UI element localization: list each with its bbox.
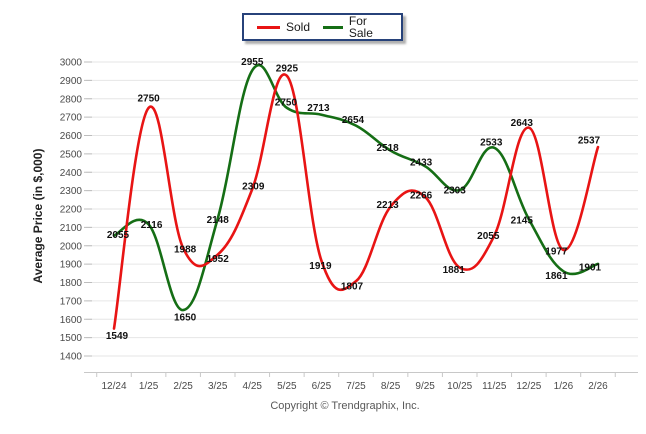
y-tick-label: 2900 [60,76,83,87]
y-tick-label: 2300 [60,186,83,197]
data-label: 2518 [376,143,399,154]
y-tick-label: 3000 [60,58,83,69]
data-label: 1549 [106,331,129,342]
y-tick-label: 1900 [60,260,83,271]
copyright-text: Copyright © Trendgraphix, Inc. [270,400,420,412]
x-tick-label: 3/25 [208,381,228,392]
series-line-sold [112,73,600,330]
y-tick-label: 2600 [60,131,83,142]
y-tick-label: 1600 [60,315,83,326]
legend-label-sold: Sold [286,20,311,34]
data-label: 2925 [276,63,299,74]
y-tick-label: 1500 [60,333,83,344]
legend-item-for-sale: For Sale [323,15,388,39]
y-tick-label: 2500 [60,149,83,160]
x-tick-label: 12/24 [101,381,126,392]
y-tick-label: 1400 [60,352,83,363]
y-tick-label: 2000 [60,241,83,252]
data-label: 2145 [511,216,534,227]
data-label: 1977 [545,247,568,258]
for-sale-series-swatch [323,25,343,29]
x-tick-label: 9/25 [415,381,435,392]
data-label: 2148 [207,215,230,226]
data-label: 2116 [141,220,163,231]
y-tick-label: 2200 [60,205,83,216]
x-tick-label: 6/25 [312,381,332,392]
data-label: 2713 [307,103,330,114]
x-tick-label: 1/25 [139,381,159,392]
data-label: 2055 [477,231,500,242]
x-tick-label: 10/25 [447,381,472,392]
data-label: 2266 [410,190,433,201]
x-tick-label: 12/25 [516,381,541,392]
data-label: 2643 [511,118,534,129]
x-tick-label: 11/25 [482,381,507,392]
x-tick-label: 5/25 [277,381,297,392]
series-line-for-sale [112,63,600,312]
x-tick-label: 4/25 [243,381,263,392]
data-label: 2303 [444,186,467,197]
data-label: 2955 [241,57,264,68]
legend-label-for-sale: For Sale [348,14,373,40]
data-label: 2055 [107,230,130,241]
data-label: 1901 [579,262,602,273]
data-label: 1881 [443,265,466,276]
data-label: 1952 [207,254,230,265]
data-label: 1919 [309,261,332,272]
y-tick-label: 1700 [60,296,83,307]
data-label: 2433 [410,158,433,169]
y-tick-label: 2100 [60,223,83,234]
data-label: 1807 [341,282,364,293]
data-label: 2537 [578,136,601,147]
legend: Sold For Sale [242,13,403,41]
x-tick-label: 2/25 [173,381,193,392]
x-tick-label: 8/25 [381,381,401,392]
data-label: 2750 [137,93,160,104]
y-tick-label: 2400 [60,168,83,179]
data-label: 1861 [545,271,568,282]
x-tick-label: 7/25 [346,381,366,392]
legend-item-sold: Sold [257,21,310,33]
y-tick-label: 2700 [60,113,83,124]
data-label: 2654 [342,115,365,126]
x-tick-label: 1/26 [554,381,574,392]
y-tick-label: 1800 [60,278,83,289]
sold-series-swatch [257,25,280,29]
data-label: 2213 [376,200,399,211]
data-label: 1988 [174,245,197,256]
y-tick-label: 2800 [60,94,83,105]
x-tick-label: 2/26 [588,381,608,392]
data-label: 1650 [174,313,197,324]
data-label: 2309 [242,182,265,193]
data-label: 2750 [275,97,298,108]
data-label: 2533 [480,137,503,148]
